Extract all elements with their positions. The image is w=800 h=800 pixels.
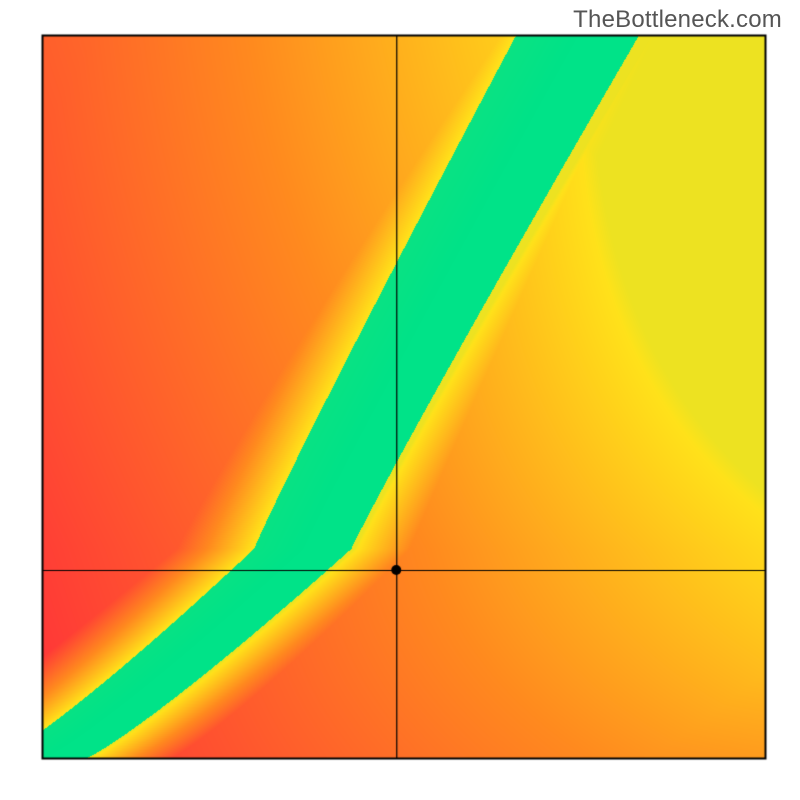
heatmap-plot: [0, 0, 800, 800]
watermark-text: TheBottleneck.com: [573, 6, 782, 34]
